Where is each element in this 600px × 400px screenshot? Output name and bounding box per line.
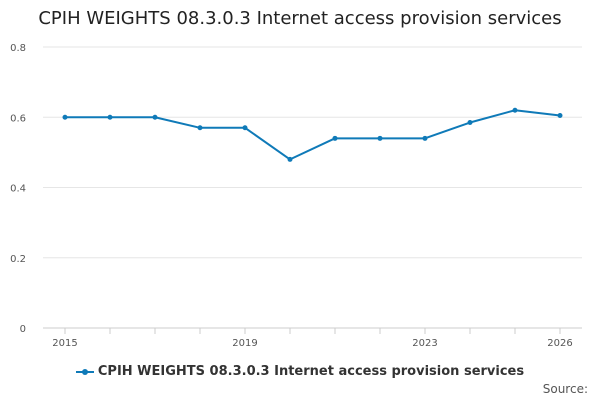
y-tick-label: 0.4 xyxy=(10,184,26,195)
data-point xyxy=(377,135,383,141)
axes: 0 0.2 0.4 0.6 0.8 2015 2019 2023 2026 xyxy=(10,43,582,349)
chart-title: CPIH WEIGHTS 08.3.0.3 Internet access pr… xyxy=(38,8,562,29)
data-point xyxy=(512,107,518,113)
legend-swatch xyxy=(75,368,94,376)
data-point xyxy=(422,135,428,141)
x-tick-label: 2026 xyxy=(547,338,572,349)
y-tick-label: 0 xyxy=(20,324,26,335)
y-tick-label: 0.8 xyxy=(10,43,26,54)
data-point xyxy=(242,125,248,131)
data-point xyxy=(152,114,158,120)
data-point xyxy=(467,120,473,126)
legend-label: CPIH WEIGHTS 08.3.0.3 Internet access pr… xyxy=(97,364,525,379)
x-tick-label: 2015 xyxy=(52,338,77,349)
series-layer xyxy=(62,107,563,162)
x-tick-label: 2019 xyxy=(232,338,257,349)
y-tick-label: 0.2 xyxy=(10,254,26,265)
data-point xyxy=(62,114,68,120)
legend: CPIH WEIGHTS 08.3.0.3 Internet access pr… xyxy=(0,364,600,379)
data-point xyxy=(287,156,293,162)
data-point xyxy=(197,125,203,131)
x-tick-label: 2023 xyxy=(412,338,437,349)
series-line xyxy=(65,109,561,161)
y-tick-label: 0.6 xyxy=(10,113,26,124)
data-point xyxy=(332,135,338,141)
source-label: Source: xyxy=(542,382,588,396)
gridlines xyxy=(43,46,582,259)
data-point xyxy=(557,112,563,118)
data-point xyxy=(107,114,113,120)
